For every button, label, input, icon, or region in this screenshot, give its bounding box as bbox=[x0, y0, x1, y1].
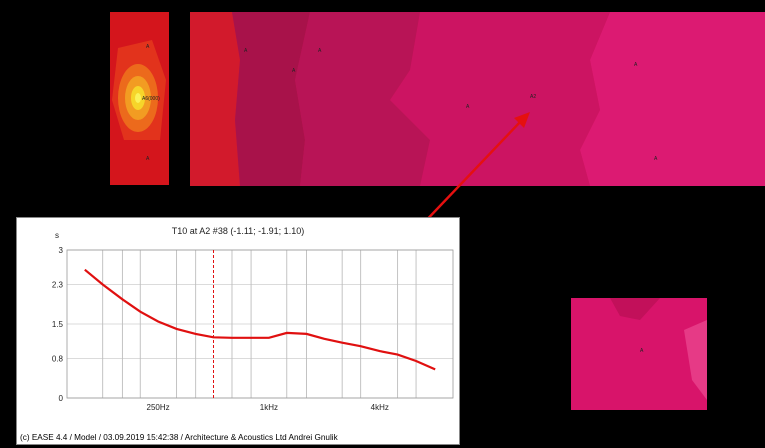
pointer-arrow bbox=[417, 112, 530, 230]
svg-text:A: A bbox=[244, 48, 248, 54]
chart-grid bbox=[66, 249, 454, 399]
svg-text:A: A bbox=[634, 62, 638, 68]
plot-frame bbox=[66, 249, 454, 399]
svg-text:A: A bbox=[466, 104, 470, 110]
svg-text:A: A bbox=[292, 68, 296, 74]
corridor-point-label: A2 bbox=[530, 94, 536, 100]
left-zone: A A6(000) A bbox=[110, 12, 169, 185]
rt-chart-panel: 0 0.8 1.5 2.3 3 250Hz 1kHz 4kHz s T10 at A2 #38… bbox=[16, 217, 460, 445]
x-tick-label: 1kHz bbox=[260, 403, 278, 412]
lower-right-zone: A bbox=[571, 298, 707, 410]
y-tick-label: 0.8 bbox=[52, 355, 64, 364]
rt-chart: 0 0.8 1.5 2.3 3 250Hz 1kHz 4kHz s bbox=[52, 231, 454, 412]
x-tick-label: 4kHz bbox=[371, 403, 389, 412]
svg-text:A: A bbox=[318, 48, 322, 54]
svg-text:A: A bbox=[146, 44, 150, 50]
chart-title: T10 at A2 #38 (-1.11; -1.91; 1.10) bbox=[171, 226, 305, 236]
y-tick-label: 2.3 bbox=[52, 281, 64, 290]
y-tick-label: 3 bbox=[59, 246, 64, 255]
svg-text:A: A bbox=[146, 156, 150, 162]
chart-ticks: 0 0.8 1.5 2.3 3 250Hz 1kHz 4kHz bbox=[52, 246, 389, 412]
y-tick-label: 0 bbox=[59, 394, 64, 403]
corridor-zone: A A A A A2 A A bbox=[190, 12, 765, 186]
y-unit-label: s bbox=[55, 231, 59, 240]
y-tick-label: 1.5 bbox=[52, 320, 64, 329]
left-zone-marker: A6(000) bbox=[142, 96, 160, 102]
svg-text:A: A bbox=[640, 348, 644, 354]
x-tick-label: 250Hz bbox=[147, 403, 170, 412]
footer-credit: (c) EASE 4.4 / Model / 03.09.2019 15:42:… bbox=[20, 433, 338, 442]
svg-text:A: A bbox=[654, 156, 658, 162]
rt-curve bbox=[84, 268, 436, 371]
